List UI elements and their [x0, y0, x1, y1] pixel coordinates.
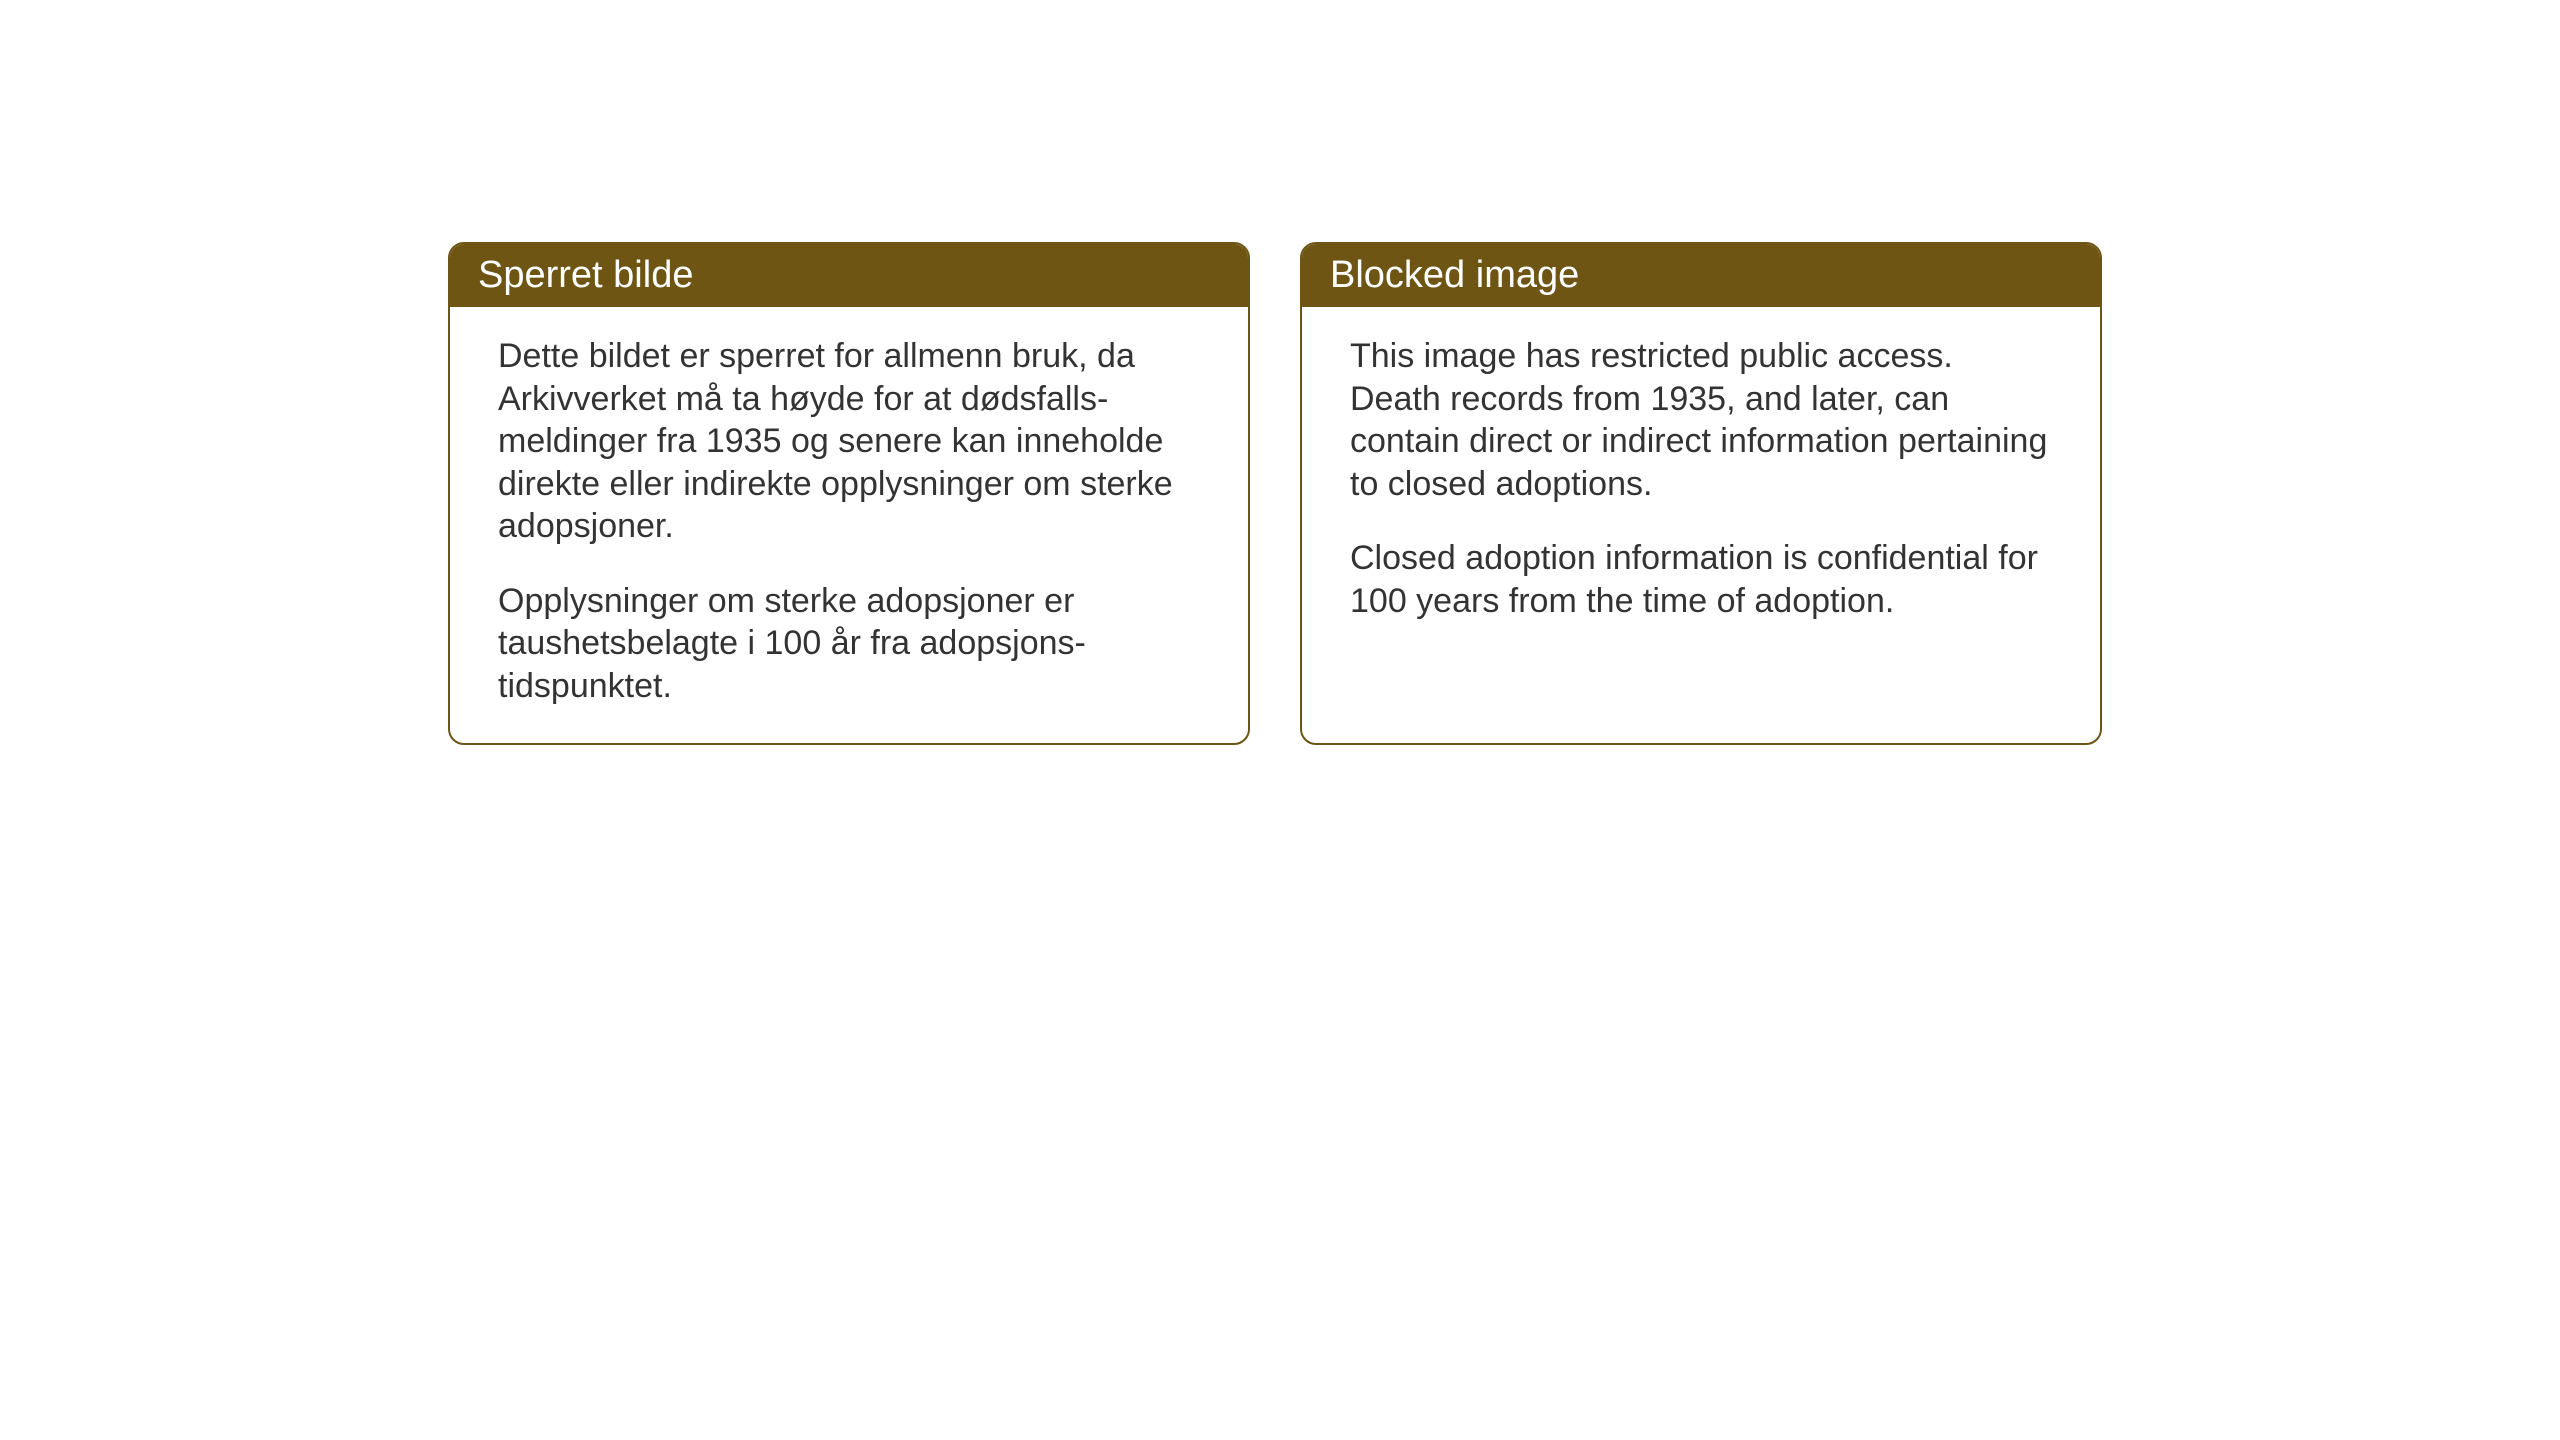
english-paragraph-1: This image has restricted public access.… — [1350, 335, 2052, 505]
english-notice-card: Blocked image This image has restricted … — [1300, 242, 2102, 745]
norwegian-paragraph-2: Opplysninger om sterke adopsjoner er tau… — [498, 580, 1200, 708]
norwegian-card-body: Dette bildet er sperret for allmenn bruk… — [450, 307, 1248, 743]
english-paragraph-2: Closed adoption information is confident… — [1350, 537, 2052, 622]
english-card-title: Blocked image — [1302, 244, 2100, 307]
english-card-body: This image has restricted public access.… — [1302, 307, 2100, 697]
norwegian-card-title: Sperret bilde — [450, 244, 1248, 307]
notice-container: Sperret bilde Dette bildet er sperret fo… — [448, 242, 2102, 745]
norwegian-paragraph-1: Dette bildet er sperret for allmenn bruk… — [498, 335, 1200, 548]
norwegian-notice-card: Sperret bilde Dette bildet er sperret fo… — [448, 242, 1250, 745]
